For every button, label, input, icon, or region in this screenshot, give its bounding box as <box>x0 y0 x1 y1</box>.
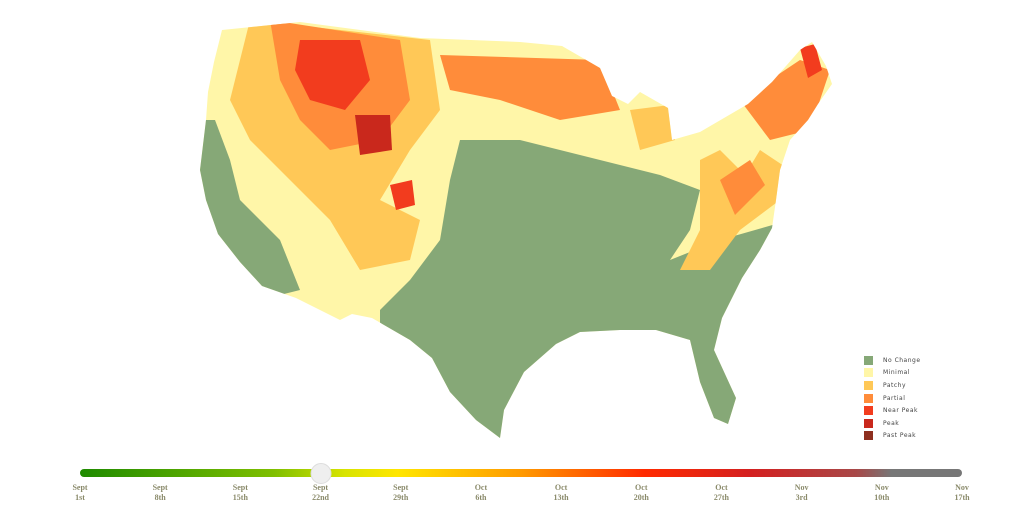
tick-day: 10th <box>874 493 890 502</box>
legend-label: Patchy <box>883 381 907 389</box>
legend-swatch <box>864 418 873 428</box>
tick-month: Oct <box>715 483 728 492</box>
region-peak-wyoming[interactable] <box>355 115 392 155</box>
tick-month: Sept <box>312 483 329 492</box>
tick-day: 13th <box>553 493 569 502</box>
date-tick[interactable]: Nov 10th <box>874 483 889 503</box>
tick-month: Sept <box>152 483 168 492</box>
date-tick[interactable]: Nov 3rd <box>795 483 809 503</box>
slider-thumb[interactable] <box>310 463 332 484</box>
date-slider[interactable] <box>80 463 962 484</box>
legend: No Change Minimal Patchy Partial Near Peak Pe… <box>864 354 921 442</box>
legend-item: Peak <box>864 417 921 430</box>
tick-day: 20th <box>633 493 649 502</box>
tick-month: Nov <box>874 483 889 492</box>
region-partial-appalachia[interactable] <box>720 160 765 215</box>
legend-label: Past Peak <box>883 432 917 440</box>
legend-swatch <box>864 393 873 403</box>
region-patchy-michigan[interactable] <box>630 105 675 150</box>
legend-label: No Change <box>883 356 921 364</box>
tick-month: Sept <box>72 483 88 492</box>
date-tick[interactable]: Nov 17th <box>954 483 969 503</box>
legend-label: Minimal <box>883 369 911 377</box>
region-near-peak-colorado[interactable] <box>390 180 415 210</box>
tick-day: 22nd <box>312 493 329 502</box>
legend-item: Past Peak <box>864 430 921 443</box>
date-tick[interactable]: Oct 20th <box>634 483 649 503</box>
tick-month: Nov <box>955 483 969 492</box>
tick-month: Oct <box>554 483 568 492</box>
legend-swatch <box>864 368 873 378</box>
tick-day: 6th <box>475 493 487 502</box>
date-tick[interactable]: Oct 27th <box>714 483 729 503</box>
region-near-peak-montana[interactable] <box>295 40 370 110</box>
tick-day: 3rd <box>795 493 808 502</box>
tick-day: 1st <box>75 493 85 502</box>
date-tick[interactable]: Sept 29th <box>393 483 408 503</box>
tick-month: Oct <box>635 483 648 492</box>
tick-day: 27th <box>713 493 730 502</box>
tick-day: 17th <box>954 493 970 502</box>
tick-month: Nov <box>794 483 809 492</box>
map-regions <box>200 22 832 438</box>
tick-day: 8th <box>154 493 166 502</box>
region-partial-north[interactable] <box>440 55 620 120</box>
legend-item: Partial <box>864 392 921 405</box>
tick-month: Sept <box>232 483 248 492</box>
region-partial-northeast[interactable] <box>740 60 830 140</box>
legend-label: Peak <box>883 419 900 427</box>
date-tick[interactable]: Sept 1st <box>72 483 87 503</box>
tick-month: Sept <box>393 483 409 492</box>
legend-label: Near Peak <box>883 407 918 415</box>
date-tick[interactable]: Oct 13th <box>554 483 569 503</box>
legend-swatch <box>864 380 873 390</box>
date-tick[interactable]: Sept 15th <box>233 483 248 503</box>
legend-swatch <box>864 355 873 365</box>
legend-item: Minimal <box>864 367 921 380</box>
date-tick[interactable]: Sept 22nd <box>312 483 329 503</box>
legend-item: Near Peak <box>864 404 921 417</box>
tick-day: 15th <box>232 493 248 502</box>
legend-swatch <box>864 406 873 416</box>
date-tick[interactable]: Oct 6th <box>475 483 487 503</box>
tick-day: 29th <box>393 493 409 502</box>
region-near-peak-maine[interactable] <box>800 44 822 78</box>
legend-item: Patchy <box>864 379 921 392</box>
date-tick[interactable]: Sept 8th <box>153 483 168 503</box>
us-foliage-map <box>200 22 832 438</box>
legend-swatch <box>864 431 873 441</box>
tick-month: Oct <box>474 483 488 492</box>
legend-item: No Change <box>864 354 921 367</box>
legend-label: Partial <box>883 394 906 402</box>
